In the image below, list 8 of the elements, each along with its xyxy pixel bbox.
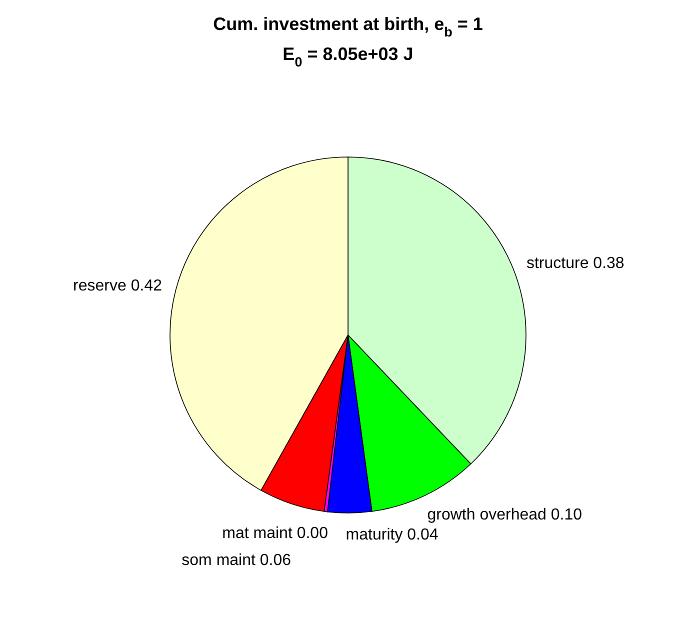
slice-label: maturity 0.04 <box>346 526 438 544</box>
chart-subtitle: E$_{0}$ = 8.05e+03 J <box>282 44 414 70</box>
slice-label: mat maint 0.00 <box>222 524 328 542</box>
slice-label: reserve 0.42 <box>73 278 162 295</box>
chart-title: Cum. investment at birth, e$_{b}$ = 1 <box>213 14 483 40</box>
slice-label: structure 0.38 <box>526 254 624 272</box>
slice-label: growth overhead 0.10 <box>427 506 582 524</box>
slice-label: som maint 0.06 <box>182 552 292 570</box>
